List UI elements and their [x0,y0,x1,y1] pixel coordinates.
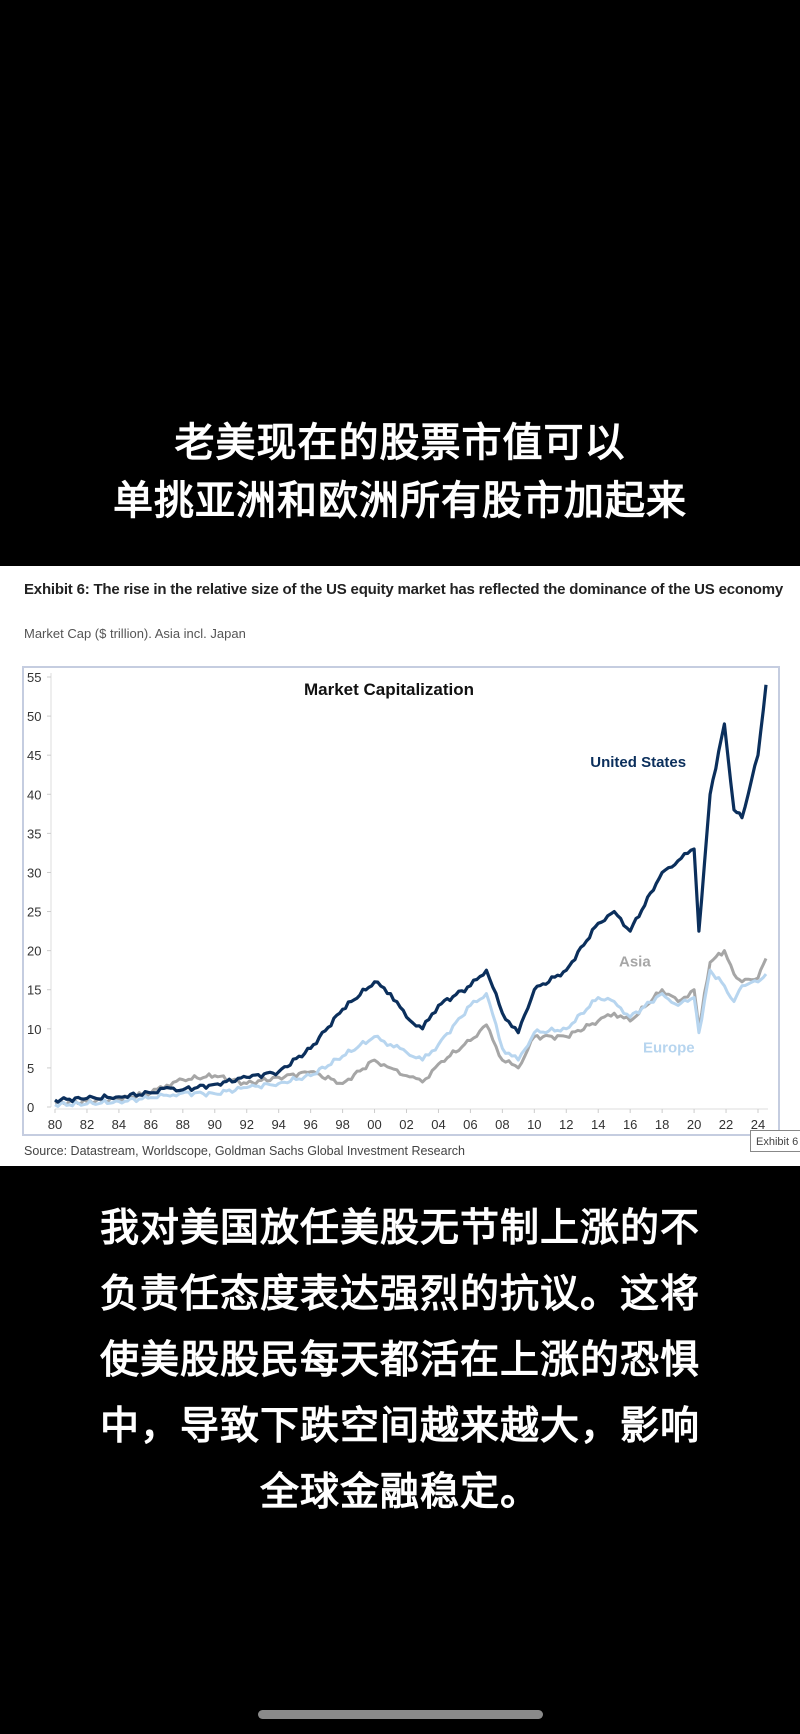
x-tick-label: 20 [687,1117,701,1132]
x-tick-label: 12 [559,1117,573,1132]
x-tick-label: 82 [80,1117,94,1132]
y-tick-label: 5 [27,1061,34,1076]
y-tick-label: 35 [27,826,41,841]
home-indicator[interactable] [258,1710,543,1719]
x-tick-label: 14 [591,1117,605,1132]
y-axis: 0 5 10 15 20 25 30 35 40 45 50 55 [27,670,52,1115]
exhibit-title: Exhibit 6: The rise in the relative size… [24,581,784,598]
y-tick-label: 50 [27,709,41,724]
market-cap-chart: 0 5 10 15 20 25 30 35 40 45 50 55 80 82 84 86 88 90 92 94 9… [22,666,780,1136]
y-tick-label: 20 [27,944,41,959]
bottom-caption-line-5: 全球金融稳定。 [259,1470,540,1515]
bottom-caption-line-1: 我对美国放任美股无节制上涨的不 [99,1206,700,1251]
source-note: Source: Datastream, Worldscope, Goldman … [24,1144,465,1158]
x-tick-label: 86 [144,1117,158,1132]
exhibit-subtitle: Market Cap ($ trillion). Asia incl. Japa… [24,626,246,641]
bottom-caption-line-3: 使美股股民每天都活在上涨的恐惧 [99,1338,700,1383]
x-tick-label: 06 [463,1117,477,1132]
y-tick-label: 0 [27,1100,34,1115]
y-tick-label: 30 [27,865,41,880]
bottom-caption-line-2: 负责任态度表达强烈的抗议。这将 [99,1272,700,1317]
x-tick-label: 22 [719,1117,733,1132]
y-tick-label: 10 [27,1022,41,1037]
x-tick-label: 84 [112,1117,126,1132]
x-tick-label: 00 [367,1117,381,1132]
x-tick-label: 98 [335,1117,349,1132]
x-tick-label: 80 [48,1117,62,1132]
series-label-europe: Europe [643,1039,695,1056]
x-axis: 80 82 84 86 88 90 92 94 96 98 00 02 04 06 08 10 12 14 16 18… [48,1108,768,1132]
bottom-caption-line-4: 中，导致下跌空间越来越大，影响 [99,1404,700,1449]
y-tick-label: 55 [27,670,41,685]
x-tick-label: 24 [751,1117,765,1132]
y-tick-label: 45 [27,748,41,763]
series-line-united-states [54,684,768,1104]
x-tick-label: 16 [623,1117,637,1132]
x-tick-label: 92 [239,1117,253,1132]
x-tick-label: 96 [303,1117,317,1132]
y-tick-label: 40 [27,787,41,802]
y-tick-label: 15 [27,983,41,998]
top-caption-line-1: 老美现在的股票市值可以 [174,420,626,466]
exhibit-tag: Exhibit 6 [750,1130,800,1152]
line-chart-canvas: 0 5 10 15 20 25 30 35 40 45 50 55 80 82 84 86 88 90 92 94 9… [27,670,768,1132]
x-tick-label: 08 [495,1117,509,1132]
x-tick-label: 94 [271,1117,285,1132]
x-tick-label: 88 [176,1117,190,1132]
bottom-caption: 我对美国放任美股无节制上涨的不 负责任态度表达强烈的抗议。这将 使美股股民每天都… [40,1196,760,1526]
top-caption: 老美现在的股票市值可以 单挑亚洲和欧洲所有股市加起来 [0,414,800,530]
x-tick-label: 18 [655,1117,669,1132]
chart-series [54,684,768,1108]
chart-title: Market Capitalization [304,680,474,699]
series-line-europe [54,968,768,1108]
y-tick-label: 25 [27,905,41,920]
exhibit-panel: Exhibit 6: The rise in the relative size… [0,566,800,1166]
series-labels: United States Asia Europe [590,754,694,1056]
x-tick-label: 04 [431,1117,445,1132]
top-caption-line-2: 单挑亚洲和欧洲所有股市加起来 [113,478,687,524]
x-tick-label: 10 [527,1117,541,1132]
series-label-asia: Asia [619,953,651,970]
series-label-united-states: United States [590,754,686,771]
x-tick-label: 90 [208,1117,222,1132]
series-line-asia [54,949,768,1107]
x-tick-label: 02 [399,1117,413,1132]
